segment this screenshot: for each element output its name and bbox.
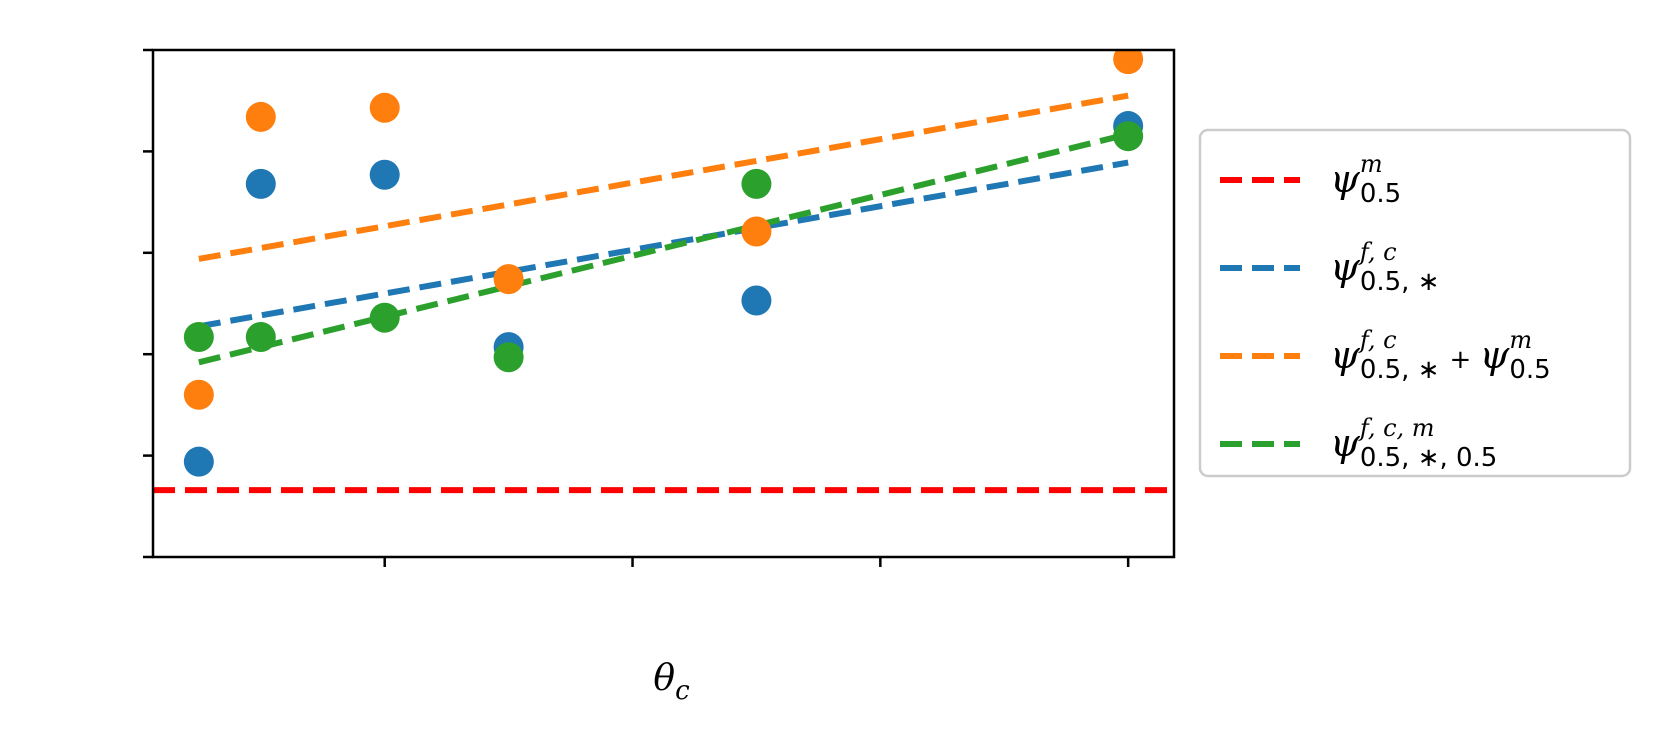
legend-label-1-base: ψ (1330, 245, 1361, 289)
legend-label-3-base: ψ (1330, 421, 1361, 465)
legend-label-2: ψf, c 0.5, ∗ + ψm 0.5 (1330, 326, 1551, 385)
axes-frame (151, 48, 1176, 559)
x-axis-label-base: θ (653, 658, 675, 699)
x-axis-label-sub: c (675, 676, 690, 706)
legend-label-3-sub: 0.5, ∗, 0.5 (1360, 443, 1498, 473)
data-point-2-2 (369, 302, 400, 333)
legend-label-1-sup: f, c (1358, 238, 1397, 266)
trend-line-0 (198, 159, 1129, 330)
data-point-1-3 (493, 264, 524, 295)
legend-label-0-base: ψ (1330, 157, 1361, 201)
data-point-1-1 (245, 101, 276, 132)
data-point-0-4 (741, 285, 772, 316)
legend-label-2-base: ψ (1330, 333, 1361, 377)
data-layer (153, 50, 1174, 494)
trend-line-2 (198, 131, 1129, 366)
data-point-2-0 (183, 321, 214, 352)
data-point-0-0 (183, 446, 214, 477)
legend-label-1: ψf, c 0.5, ∗ (1330, 238, 1439, 297)
data-point-2-4 (741, 168, 772, 199)
legend-label-1-sub: 0.5, ∗ (1360, 267, 1440, 297)
legend-label-2-sub2: 0.5 (1509, 355, 1550, 385)
legend-label-3: ψf, c, m 0.5, ∗, 0.5 (1330, 414, 1497, 473)
data-point-0-1 (245, 168, 276, 199)
legend-box (1198, 128, 1632, 478)
legend-label-0-sup: m (1360, 150, 1383, 178)
data-point-2-1 (245, 321, 276, 352)
data-point-1-2 (369, 92, 400, 123)
plot-area: θc (143, 48, 1176, 706)
data-point-1-5 (1113, 50, 1144, 75)
data-point-1-0 (183, 379, 214, 410)
data-point-2-5 (1113, 121, 1144, 152)
legend-label-2-plus: + (1449, 345, 1479, 375)
legend: ψm 0.5ψf, c 0.5, ∗ψf, c 0.5, ∗ + ψm 0.5ψf, c,… (1198, 128, 1632, 478)
data-point-1-4 (741, 216, 772, 247)
data-point-0-2 (369, 159, 400, 190)
legend-label-0: ψm 0.5 (1330, 150, 1401, 209)
data-point-2-3 (493, 342, 524, 373)
legend-label-3-sup: f, c, m (1358, 414, 1435, 442)
x-axis-label: θc (653, 658, 690, 706)
legend-label-2-sup2: m (1509, 326, 1532, 354)
trend-line-1 (198, 92, 1129, 262)
legend-label-0-sub: 0.5 (1360, 179, 1401, 209)
legend-label-2-sub: 0.5, ∗ (1360, 355, 1440, 385)
legend-label-2-base2: ψ (1480, 333, 1511, 377)
legend-label-2-sup: f, c (1358, 326, 1397, 354)
